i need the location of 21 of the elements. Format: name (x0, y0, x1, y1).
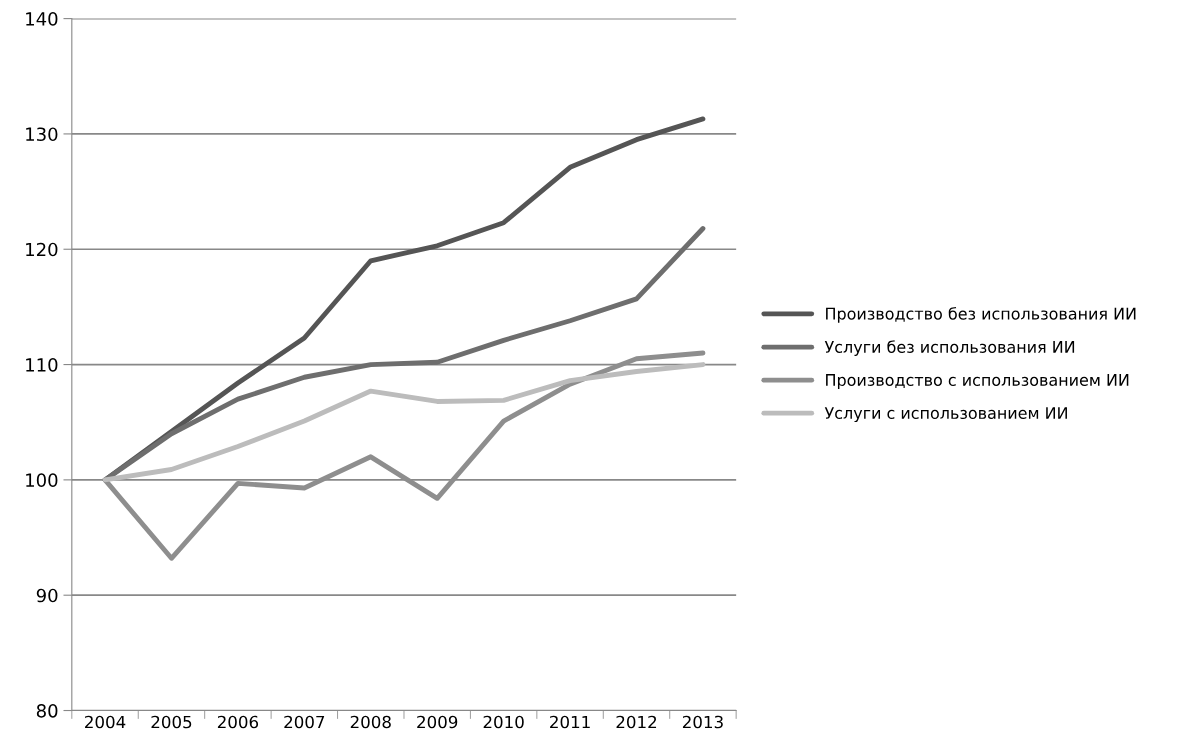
legend-label: Производство с использованием ИИ (826, 374, 1129, 390)
y-tick-label: 90 (36, 588, 58, 603)
x-tick-label: 2008 (350, 715, 391, 729)
x-tick-label: 2011 (550, 715, 590, 729)
x-tick-label: 2006 (217, 715, 259, 729)
legend-label: Производство без использования ИИ (826, 307, 1136, 323)
x-tick-label: 2005 (151, 715, 192, 729)
x-tick-label: 2004 (85, 715, 126, 729)
legend-label: Услуги без использования ИИ (824, 340, 1075, 357)
x-tick-label: 2012 (616, 715, 657, 729)
x-tick-label: 2007 (284, 715, 325, 729)
x-tick-label: 2009 (417, 715, 458, 729)
legend-label: Услуги с использованием ИИ (824, 407, 1067, 423)
y-tick-label: 120 (26, 242, 58, 257)
x-tick-label: 2013 (682, 715, 723, 729)
y-tick-label: 100 (26, 473, 58, 487)
y-tick-label: 110 (26, 358, 58, 372)
y-tick-label: 140 (26, 12, 58, 26)
y-tick-label: 80 (36, 703, 58, 718)
y-tick-label: 130 (26, 127, 58, 142)
x-tick-label: 2010 (483, 715, 524, 729)
